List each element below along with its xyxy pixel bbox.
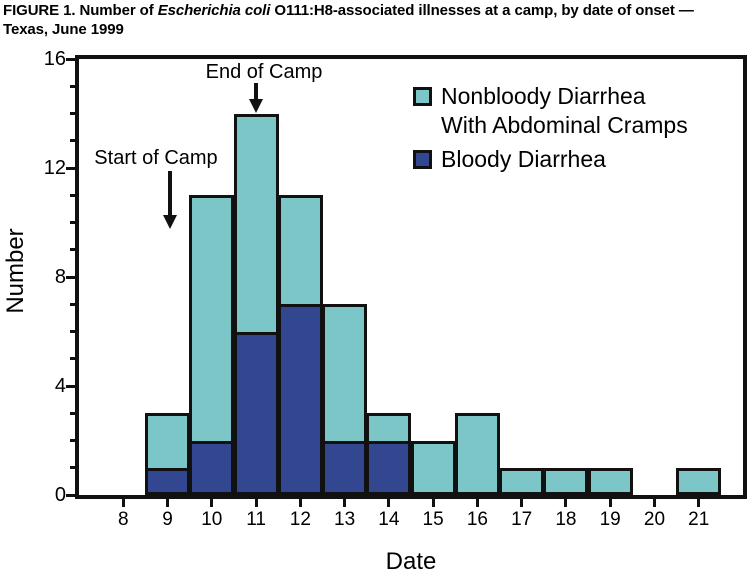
y-minor-tick-13 [70,139,79,143]
figure-title-suffix: O111:H8-associated illnesses at a camp, … [3,2,694,38]
y-major-tick-0 [66,493,79,497]
y-minor-tick-3 [70,411,79,415]
x-tick-label-8: 8 [117,509,129,530]
annotation-end-of-camp-arrow [254,83,258,99]
legend-label-nonbloody-line1: Nonbloody Diarrhea [441,83,646,109]
legend-item-bloody: Bloody Diarrhea [413,145,688,174]
x-tick-13 [343,495,347,507]
y-minor-tick-2 [70,439,79,442]
x-tick-label-16: 16 [466,509,488,530]
y-minor-tick-11 [70,193,79,197]
x-tick-21 [697,495,701,507]
y-tick-label-4: 4 [54,375,66,397]
y-tick-label-0: 0 [54,484,66,506]
y-tick-label-16: 16 [43,48,66,70]
x-tick-8 [121,495,125,507]
bar-bloody-12 [277,304,323,495]
legend-swatch-nonbloody [413,87,432,106]
figure-title: FIGURE 1. Number of Escherichia coli O11… [3,1,731,39]
y-major-tick-4 [66,384,79,388]
x-axis-title: Date [385,548,437,575]
x-tick-11 [254,495,258,507]
figure-title-prefix: FIGURE 1. Number of [3,2,158,19]
bar-bloody-11 [233,331,279,495]
y-tick-label-8: 8 [54,266,66,288]
bar-bloody-9 [145,467,191,495]
bar-nonbloody-18 [543,467,589,495]
y-minor-tick-5 [70,357,79,361]
plot-area: Nonbloody Diarrhea With Abdominal Cramps… [66,55,747,507]
x-tick-label-17: 17 [511,509,533,530]
bar-nonbloody-16 [454,413,500,495]
y-minor-tick-10 [70,221,79,224]
legend-swatch-bloody [413,150,432,169]
x-tick-label-19: 19 [599,509,621,530]
bar-nonbloody-15 [410,440,456,495]
y-major-tick-12 [66,166,79,170]
x-tick-14 [387,495,391,507]
x-tick-12 [298,495,302,507]
legend: Nonbloody Diarrhea With Abdominal Cramps… [413,82,688,174]
legend-label-nonbloody-line2: With Abdominal Cramps [441,112,688,138]
annotation-end-of-camp-label: End of Camp [205,61,323,83]
y-major-tick-16 [66,57,79,61]
bar-nonbloody-21 [676,467,722,495]
x-tick-label-10: 10 [201,509,223,530]
y-minor-tick-6 [70,330,79,333]
annotation-start-of-camp-arrow [168,171,172,215]
bar-bloody-13 [322,440,368,495]
x-tick-15 [431,495,435,507]
bar-nonbloody-17 [499,467,545,495]
bar-nonbloody-19 [587,467,633,495]
x-tick-16 [475,495,479,507]
x-tick-label-14: 14 [378,509,400,530]
x-tick-9 [166,495,170,507]
annotation-start-of-camp-arrowhead [163,215,177,229]
y-minor-tick-9 [70,248,79,252]
x-tick-20 [652,495,656,507]
x-tick-label-12: 12 [289,509,311,530]
annotation-start-of-camp-label: Start of Camp [94,147,218,169]
y-minor-tick-14 [70,112,79,115]
legend-label-bloody: Bloody Diarrhea [441,146,606,172]
x-tick-19 [608,495,612,507]
x-tick-label-20: 20 [643,509,666,530]
y-major-tick-8 [66,275,79,279]
x-tick-18 [564,495,568,507]
y-minor-tick-15 [70,84,79,88]
x-tick-label-15: 15 [422,509,444,530]
x-tick-17 [520,495,524,507]
figure-title-species: Escherichia coli [157,2,271,19]
annotation-end-of-camp-arrowhead [249,99,263,113]
x-tick-10 [210,495,214,507]
bar-bloody-10 [189,440,235,495]
x-tick-label-13: 13 [334,509,356,530]
bar-bloody-14 [366,440,412,495]
legend-item-nonbloody: Nonbloody Diarrhea [413,82,688,111]
legend-item-nonbloody-line2: With Abdominal Cramps [413,111,688,140]
y-minor-tick-1 [70,466,79,470]
x-tick-label-9: 9 [162,509,173,530]
y-tick-label-12: 12 [43,157,66,179]
y-minor-tick-7 [70,302,79,306]
x-tick-label-11: 11 [246,509,266,530]
x-tick-label-18: 18 [555,509,577,530]
x-tick-label-21: 21 [688,509,710,530]
